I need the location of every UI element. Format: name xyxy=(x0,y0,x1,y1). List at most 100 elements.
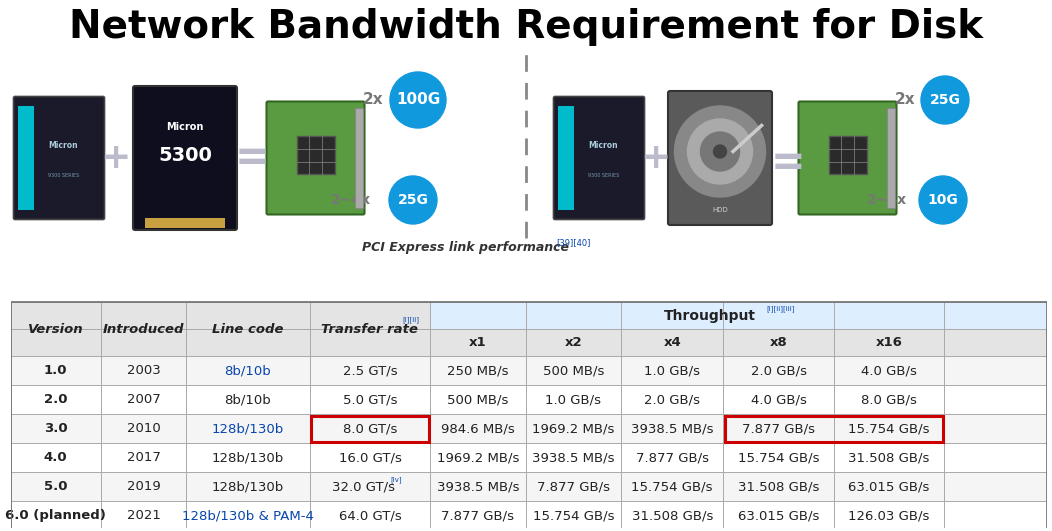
Text: 2017: 2017 xyxy=(126,451,161,464)
Bar xyxy=(834,443,945,472)
FancyBboxPatch shape xyxy=(14,97,104,219)
Bar xyxy=(311,416,429,442)
Bar xyxy=(309,302,430,329)
Text: 5.0 GT/s: 5.0 GT/s xyxy=(343,393,398,406)
Bar xyxy=(101,472,186,501)
Bar xyxy=(724,414,834,443)
Bar xyxy=(945,329,1047,356)
Text: 31.508 GB/s: 31.508 GB/s xyxy=(737,480,820,493)
Text: 1.0: 1.0 xyxy=(44,364,67,377)
Text: 10G: 10G xyxy=(928,193,958,207)
Text: Micron: Micron xyxy=(588,141,619,150)
Bar xyxy=(186,385,309,414)
Text: [i][ii]: [i][ii] xyxy=(402,316,419,323)
Bar xyxy=(945,501,1047,530)
Bar xyxy=(945,414,1047,443)
Bar xyxy=(621,501,724,530)
Text: x8: x8 xyxy=(770,336,788,349)
Text: 4.0: 4.0 xyxy=(44,451,67,464)
Bar xyxy=(430,385,526,414)
Text: 100G: 100G xyxy=(396,92,440,107)
Bar xyxy=(11,356,101,385)
FancyBboxPatch shape xyxy=(553,97,645,219)
Bar xyxy=(186,472,309,501)
Text: x16: x16 xyxy=(875,336,903,349)
Text: 2.0: 2.0 xyxy=(44,393,67,406)
Bar xyxy=(945,472,1047,501)
Bar xyxy=(621,443,724,472)
Text: 2010: 2010 xyxy=(126,422,161,435)
Bar xyxy=(887,108,895,208)
Bar xyxy=(724,472,834,501)
Bar xyxy=(621,472,724,501)
Text: 25G: 25G xyxy=(398,193,428,207)
Bar xyxy=(945,385,1047,414)
Text: 2~4x: 2~4x xyxy=(331,193,371,207)
Bar xyxy=(355,108,363,208)
Bar xyxy=(11,385,101,414)
Bar xyxy=(297,136,335,175)
Text: 128b/130b: 128b/130b xyxy=(211,422,284,435)
Text: 4.0 GB/s: 4.0 GB/s xyxy=(751,393,807,406)
Text: 64.0 GT/s: 64.0 GT/s xyxy=(339,509,402,523)
Text: Throughput: Throughput xyxy=(665,309,756,322)
Text: 1.0 GB/s: 1.0 GB/s xyxy=(644,364,701,377)
Bar xyxy=(945,443,1047,472)
Bar xyxy=(430,329,526,356)
Text: 9300 SERIES: 9300 SERIES xyxy=(47,174,79,178)
Bar xyxy=(309,356,430,385)
Text: Version: Version xyxy=(28,322,83,336)
Text: 8b/10b: 8b/10b xyxy=(225,393,271,406)
Bar xyxy=(430,302,526,329)
Text: 6.0 (planned): 6.0 (planned) xyxy=(5,509,106,523)
Text: 15.754 GB/s: 15.754 GB/s xyxy=(532,509,614,523)
Bar xyxy=(101,385,186,414)
Circle shape xyxy=(919,176,967,224)
Text: Micron: Micron xyxy=(166,122,204,132)
Text: PCI Express link performance: PCI Express link performance xyxy=(363,242,569,254)
Text: 126.03 GB/s: 126.03 GB/s xyxy=(848,509,930,523)
Bar xyxy=(430,501,526,530)
Text: 7.877 GB/s: 7.877 GB/s xyxy=(442,509,514,523)
Text: 8.0 GT/s: 8.0 GT/s xyxy=(343,422,398,435)
Bar xyxy=(101,501,186,530)
Text: 7.877 GB/s: 7.877 GB/s xyxy=(742,422,815,435)
Text: 63.015 GB/s: 63.015 GB/s xyxy=(848,480,930,493)
Text: x2: x2 xyxy=(565,336,582,349)
Text: 2x: 2x xyxy=(894,92,915,107)
Bar xyxy=(11,302,101,329)
Bar xyxy=(526,329,621,356)
Text: 16.0 GT/s: 16.0 GT/s xyxy=(339,451,402,464)
Text: HDD: HDD xyxy=(712,207,728,213)
FancyBboxPatch shape xyxy=(266,101,364,215)
Text: 250 MB/s: 250 MB/s xyxy=(447,364,509,377)
Bar xyxy=(724,443,834,472)
Bar xyxy=(945,302,1047,329)
Circle shape xyxy=(713,145,727,158)
Text: 2.5 GT/s: 2.5 GT/s xyxy=(343,364,398,377)
Circle shape xyxy=(674,106,766,197)
Bar xyxy=(11,414,101,443)
Bar xyxy=(724,329,834,356)
Bar xyxy=(526,302,621,329)
Text: 2021: 2021 xyxy=(126,509,161,523)
Text: 1969.2 MB/s: 1969.2 MB/s xyxy=(437,451,519,464)
Text: Micron: Micron xyxy=(48,141,78,150)
Bar xyxy=(309,472,430,501)
Circle shape xyxy=(701,132,740,171)
Text: 5.0: 5.0 xyxy=(44,480,67,493)
Bar xyxy=(621,414,724,443)
Bar xyxy=(101,302,186,329)
Bar xyxy=(101,443,186,472)
Text: 3.0: 3.0 xyxy=(44,422,67,435)
Text: =: = xyxy=(235,137,269,179)
Bar xyxy=(724,356,834,385)
Bar xyxy=(621,385,724,414)
Bar xyxy=(526,501,621,530)
Text: x1: x1 xyxy=(469,336,487,349)
Bar xyxy=(834,385,945,414)
Text: 2~4x: 2~4x xyxy=(867,193,907,207)
Bar xyxy=(724,302,834,329)
Bar xyxy=(834,356,945,385)
Bar xyxy=(621,356,724,385)
